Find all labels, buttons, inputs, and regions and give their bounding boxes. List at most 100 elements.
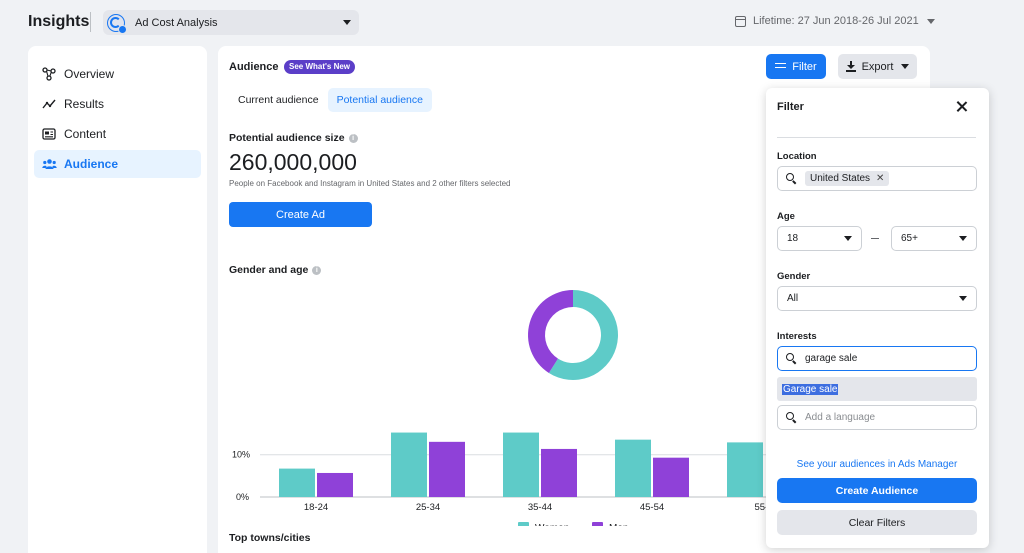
content-icon: [41, 126, 57, 142]
filter-panel-title: Filter: [777, 101, 804, 113]
audience-tabs: Current audience Potential audience: [229, 88, 432, 112]
interest-suggestion-label: Garage sale: [782, 383, 839, 395]
download-icon: [845, 61, 856, 72]
sidebar-item-audience[interactable]: Audience: [34, 150, 201, 178]
gender-value: All: [787, 293, 799, 304]
overview-icon: [41, 66, 57, 82]
sidebar-item-overview[interactable]: Overview: [34, 60, 201, 88]
app-title: Insights: [28, 13, 90, 30]
date-range-selector[interactable]: Lifetime: 27 Jun 2018-26 Jul 2021: [735, 15, 935, 27]
legend-label: Women: [535, 523, 569, 526]
chevron-down-icon: [343, 20, 351, 25]
bar-men-45-54: [653, 457, 689, 497]
gender-age-label: Gender and age: [229, 264, 309, 276]
legend-swatch-men: [592, 522, 603, 526]
x-tick-label: 45-54: [640, 502, 664, 513]
sidebar-item-label: Overview: [64, 67, 115, 81]
sidebar: Overview Results Content Audience: [28, 46, 207, 553]
interest-suggestion[interactable]: Garage sale: [777, 377, 977, 401]
header-divider: [90, 12, 91, 32]
search-icon: [786, 412, 797, 423]
account-selector[interactable]: Ad Cost Analysis: [103, 10, 359, 35]
export-button[interactable]: Export: [838, 54, 917, 79]
top-towns-heading: Top towns/cities: [229, 532, 311, 544]
age-max-select[interactable]: 65+: [891, 226, 977, 251]
ads-manager-link[interactable]: See your audiences in Ads Manager: [796, 459, 958, 470]
language-input[interactable]: Add a language: [777, 405, 977, 430]
x-tick-label: 55-6: [754, 502, 773, 513]
export-button-label: Export: [861, 60, 894, 73]
legend-label: Men: [609, 523, 628, 526]
bar-men-25-34: [429, 441, 465, 497]
info-icon[interactable]: i: [348, 133, 358, 143]
bar-women-18-24: [279, 468, 315, 497]
gender-age-chart: 10%0%18-2425-3435-4445-5455-6Women59%Men…: [232, 290, 774, 526]
sidebar-item-label: Content: [64, 127, 107, 141]
tab-current-audience[interactable]: Current audience: [238, 94, 319, 106]
bar-men-18-24: [317, 472, 353, 497]
potential-audience-size: 260,000,000: [229, 149, 357, 175]
clear-filters-button[interactable]: Clear Filters: [777, 510, 977, 535]
create-ad-button[interactable]: Create Ad: [229, 202, 372, 227]
bar-women-45-54: [615, 439, 651, 497]
close-icon[interactable]: [955, 100, 969, 114]
sliders-icon: [775, 62, 787, 71]
remove-chip-icon[interactable]: ✕: [876, 173, 885, 184]
chevron-down-icon: [959, 236, 967, 241]
calendar-icon: [735, 15, 746, 27]
sidebar-item-content[interactable]: Content: [34, 120, 201, 148]
legend-swatch-women: [518, 522, 529, 526]
section-title: Audience: [229, 61, 279, 73]
search-icon: [786, 173, 797, 184]
location-chip: United States ✕: [805, 171, 890, 186]
filter-button-label: Filter: [792, 60, 817, 73]
donut-slice-women: [548, 290, 618, 380]
results-icon: [41, 96, 57, 112]
bar-women-55-6: [727, 442, 763, 497]
chevron-down-icon: [844, 236, 852, 241]
chevron-down-icon: [959, 296, 967, 301]
y-tick-label: 0%: [236, 492, 249, 502]
interests-input-value: garage sale: [805, 353, 858, 364]
donut-slice-men: [527, 290, 573, 373]
interests-input[interactable]: garage sale: [777, 346, 977, 371]
date-range-label: Lifetime: 27 Jun 2018-26 Jul 2021: [753, 15, 919, 27]
create-audience-button[interactable]: Create Audience: [777, 478, 977, 503]
sidebar-item-label: Results: [64, 97, 105, 111]
whats-new-badge[interactable]: See What's New: [284, 60, 356, 74]
bar-men-35-44: [541, 448, 577, 497]
potential-audience-heading: Potential audience size i: [229, 132, 358, 144]
x-tick-label: 35-44: [528, 502, 552, 513]
sidebar-item-results[interactable]: Results: [34, 90, 201, 118]
interests-label: Interests: [777, 331, 817, 342]
x-tick-label: 25-34: [416, 502, 440, 513]
filter-panel: Filter Location United States ✕ Age 18 6…: [766, 88, 989, 548]
gender-label: Gender: [777, 271, 811, 282]
tab-potential-audience[interactable]: Potential audience: [327, 88, 432, 112]
location-input[interactable]: United States ✕: [777, 166, 977, 191]
account-avatar: [107, 13, 127, 34]
bar-women-25-34: [391, 432, 427, 497]
info-icon[interactable]: i: [312, 265, 322, 275]
location-label: Location: [777, 151, 817, 162]
potential-audience-label: Potential audience size: [229, 132, 345, 144]
y-tick-label: 10%: [232, 450, 250, 460]
account-name: Ad Cost Analysis: [135, 16, 218, 29]
age-min-select[interactable]: 18: [777, 226, 862, 251]
search-icon: [786, 353, 797, 364]
age-range-dash: [871, 238, 879, 239]
divider: [777, 137, 976, 138]
sidebar-item-label: Audience: [64, 157, 119, 171]
gender-select[interactable]: All: [777, 286, 977, 311]
audience-icon: [41, 156, 57, 172]
chevron-down-icon: [926, 18, 935, 24]
chevron-down-icon: [901, 64, 910, 69]
age-max-value: 65+: [901, 233, 918, 244]
filter-button[interactable]: Filter: [766, 54, 826, 79]
potential-audience-description: People on Facebook and Instagram in Unit…: [229, 179, 511, 188]
age-label: Age: [777, 211, 795, 222]
location-chip-label: United States: [810, 173, 871, 184]
x-tick-label: 18-24: [304, 502, 328, 513]
gender-age-heading: Gender and age i: [229, 264, 322, 276]
language-placeholder: Add a language: [805, 412, 876, 423]
